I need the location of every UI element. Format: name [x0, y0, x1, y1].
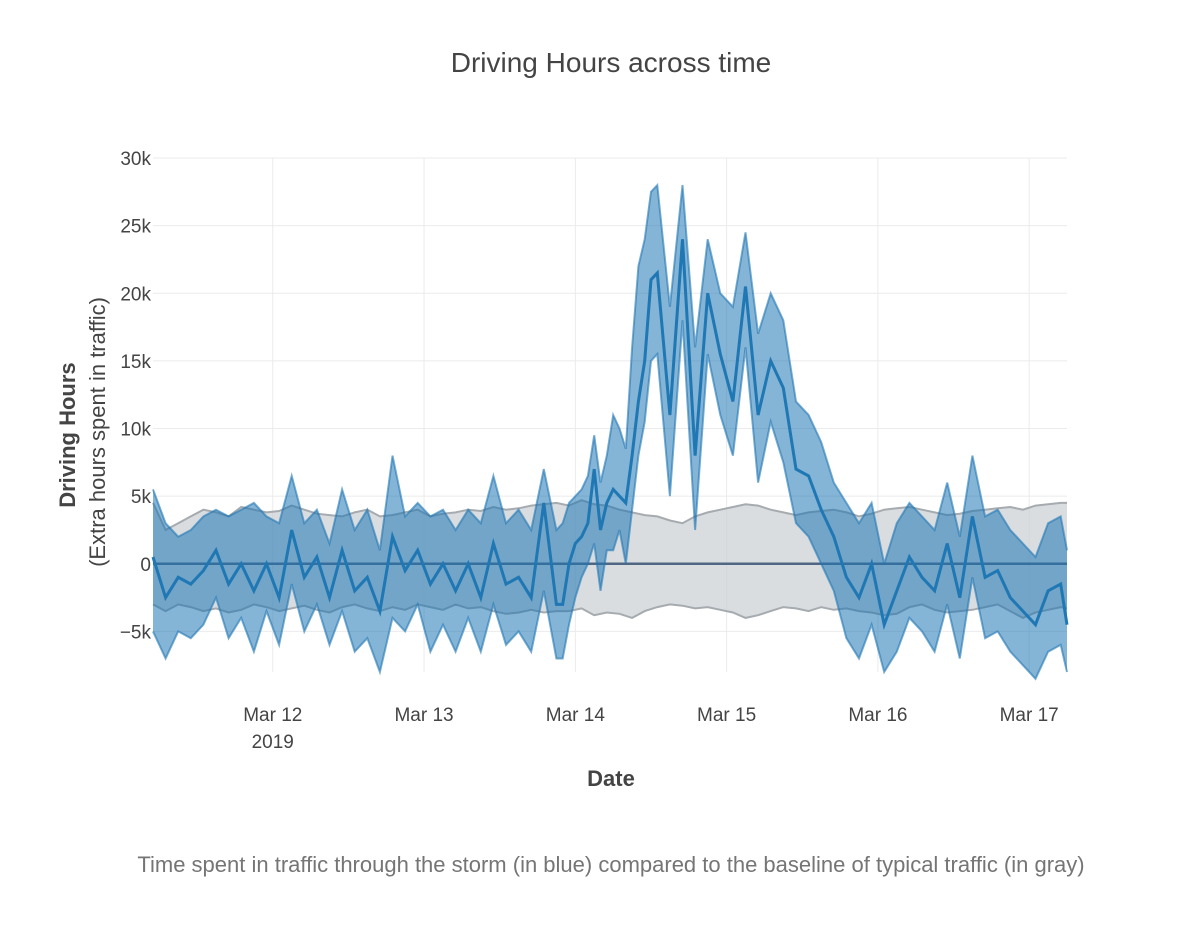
x-tick-label: Mar 16 — [848, 705, 907, 726]
x-tick-sublabel: 2019 — [252, 732, 294, 753]
storm-line — [151, 239, 1069, 631]
storm-series — [151, 182, 1069, 681]
y-tick-label: 10k — [120, 420, 151, 441]
chart-title: Driving Hours across time — [451, 47, 772, 78]
y-tick-label: 15k — [120, 352, 151, 373]
x-axis-ticks: Mar 12 2019 Mar 13 Mar 14 Mar 15 Mar 16 Mar 17 — [243, 705, 1059, 753]
y-tick-label: 30k — [120, 149, 151, 170]
y-axis-label-sub: (Extra hours spent in traffic) — [85, 297, 110, 567]
y-axis-label: Driving Hours (Extra hours spent in traf… — [55, 297, 110, 567]
y-axis-label-main: Driving Hours — [55, 362, 80, 507]
y-tick-label: 20k — [120, 284, 151, 305]
y-tick-label: 0 — [140, 555, 151, 576]
figure-caption: Time spent in traffic through the storm … — [137, 852, 1085, 877]
x-tick-label: Mar 15 — [697, 705, 756, 726]
x-tick-label: Mar 13 — [394, 705, 453, 726]
y-axis-ticks: −5k 0 5k 10k 15k 20k 25k 30k — [120, 149, 152, 643]
y-tick-label: −5k — [120, 622, 152, 643]
storm-lower-edge — [152, 320, 1068, 681]
x-axis-label: Date — [587, 766, 635, 791]
x-tick-label: Mar 12 — [243, 705, 302, 726]
x-tick-label: Mar 17 — [1000, 705, 1059, 726]
storm-upper-edge — [152, 182, 1068, 565]
y-tick-label: 5k — [131, 487, 152, 508]
y-tick-label: 25k — [120, 217, 151, 238]
x-tick-label: Mar 14 — [546, 705, 606, 726]
